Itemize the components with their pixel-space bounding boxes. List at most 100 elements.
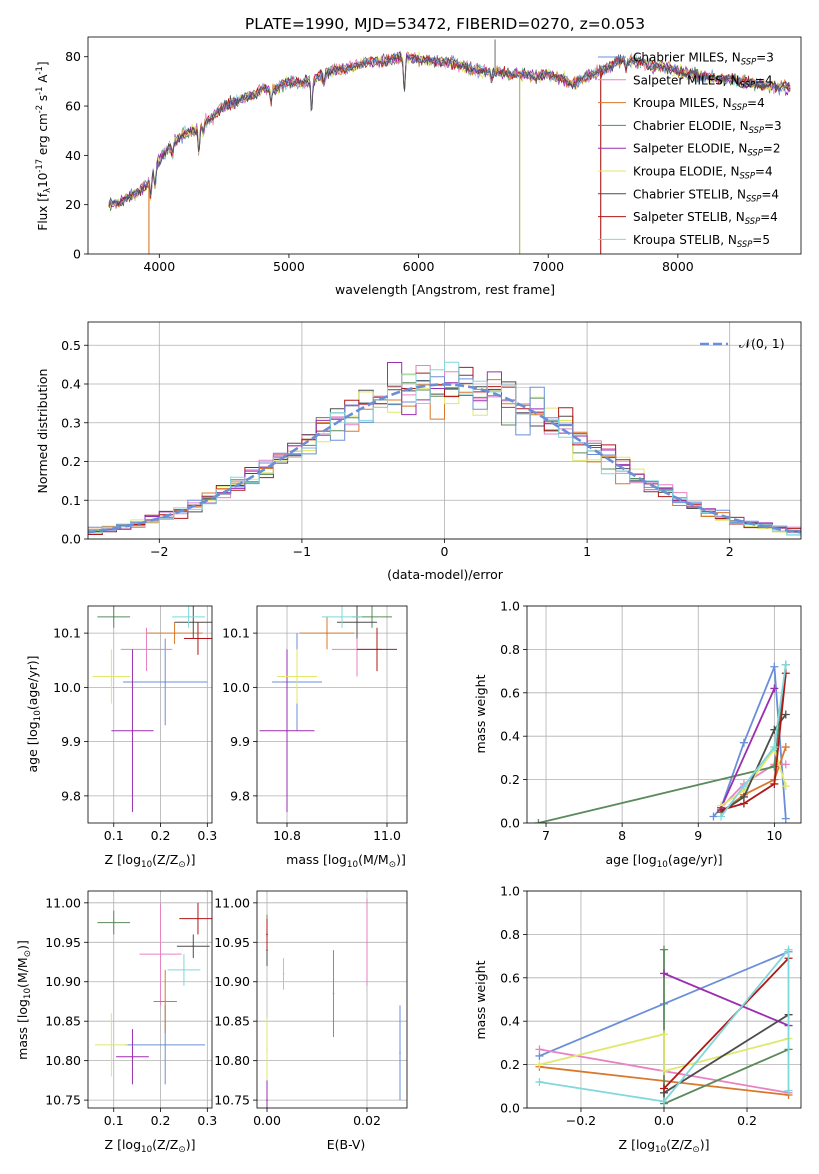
mass-weight-line — [539, 1033, 789, 1073]
y-tick-label: 10.80 — [45, 1053, 81, 1068]
y-tick-label: 1.0 — [500, 884, 520, 899]
data-point — [112, 616, 115, 618]
mass-weight-marker — [535, 1077, 544, 1086]
y-tick-label: 0.0 — [61, 532, 81, 547]
data-point — [192, 945, 195, 948]
mass-weight-marker — [660, 1067, 668, 1076]
mass-weight-marker — [709, 812, 718, 821]
y-tick-label: 0.2 — [61, 454, 81, 469]
mass-weight-marker — [717, 812, 726, 821]
legend-label: Salpeter STELIB, NSSP=4 — [633, 210, 778, 226]
mass-weight-line — [720, 746, 787, 813]
data-point — [286, 729, 288, 732]
y-tick-label: 10.95 — [45, 935, 81, 950]
y-tick-label: 0.4 — [61, 377, 81, 392]
x-tick-label: 0.1 — [104, 1113, 124, 1128]
mass-weight-marker — [770, 662, 779, 671]
data-point — [399, 1051, 401, 1054]
y-axis-label: mass weight — [473, 960, 488, 1039]
y-tick-label: 0.8 — [500, 642, 520, 657]
data-point — [192, 621, 195, 624]
axes-frame — [87, 36, 802, 255]
y-tick-label: 10.80 — [214, 1053, 250, 1068]
x-tick-label: 0.3 — [197, 1113, 217, 1128]
x-tick-label: 0 — [441, 544, 449, 559]
y-axis-label: age [log10(age/yr)] — [25, 655, 43, 772]
data-point — [371, 616, 373, 618]
legend: Chabrier MILES, NSSP=3 Salpeter MILES, NS… — [598, 51, 782, 249]
y-tick-label: 80 — [65, 49, 81, 64]
data-point — [197, 917, 199, 920]
data-point — [164, 1000, 167, 1003]
y-tick-label: 0.2 — [500, 772, 520, 787]
y-tick-label: 11.00 — [45, 895, 81, 910]
y-tick-label: 11.00 — [214, 895, 250, 910]
y-tick-label: 0.6 — [500, 970, 520, 985]
x-tick-label: 0.2 — [151, 828, 171, 843]
x-tick-label: 1 — [583, 544, 591, 559]
x-axis-label: Z [log10(Z/Z⊙)] — [105, 852, 196, 870]
data-point — [376, 648, 378, 651]
data-point — [296, 675, 298, 678]
y-tick-label: 0.5 — [61, 338, 81, 353]
data-point — [183, 969, 185, 971]
mass-weight-line — [720, 688, 776, 809]
mass-weight-marker — [781, 743, 790, 752]
x-tick-label: 0.2 — [737, 1113, 757, 1128]
data-point — [266, 1099, 268, 1101]
data-point — [145, 648, 148, 651]
mass-weight-line — [663, 1013, 789, 1094]
y-tick-label: 0.1 — [61, 493, 81, 508]
y-tick-label: 10.90 — [45, 974, 81, 989]
panel-mass-weight-vs-age: 7 8 9 10 0.0 0.2 0.4 0.6 0.8 1.0 age [log10(age/yr… — [473, 599, 802, 870]
x-tick-label: 0.2 — [151, 1113, 171, 1128]
y-tick-label: 9.8 — [61, 788, 81, 803]
mass-weight-line — [663, 972, 789, 1027]
y-tick-label: 20 — [65, 197, 81, 212]
plot-area — [266, 898, 401, 1108]
x-tick-label: 7000 — [532, 259, 564, 274]
y-tick-label: 9.9 — [61, 734, 81, 749]
normal-curve — [88, 383, 801, 534]
axes-frame — [87, 890, 213, 1109]
mass-weight-marker — [660, 1084, 668, 1093]
panel-mass-vs-ebv: 0.00 0.02 10.75 10.80 10.85 10.90 10.95 11.00 E(… — [214, 890, 408, 1152]
data-point — [366, 941, 368, 944]
x-tick-label: 0.0 — [654, 1113, 674, 1128]
legend-label: Chabrier STELIB, NSSP=4 — [633, 187, 779, 203]
mass-weight-marker — [770, 684, 779, 693]
panel-spectrum: 4000 5000 6000 7000 8000 0 20 40 60 80 wavelength … — [34, 36, 802, 297]
axes-background — [257, 606, 407, 823]
axes-frame — [87, 605, 213, 824]
x-axis-label: E(B-V) — [327, 1137, 366, 1152]
plot-area — [259, 606, 397, 813]
y-tick-label: 10.75 — [45, 1093, 81, 1108]
mass-weight-marker — [535, 1045, 544, 1054]
y-tick-label: 10.0 — [53, 680, 81, 695]
y-tick-label: 9.8 — [230, 788, 250, 803]
data-point — [187, 616, 190, 618]
data-point — [266, 933, 268, 936]
axes-background — [88, 891, 212, 1108]
mass-weight-marker — [660, 1030, 668, 1039]
data-point — [164, 1044, 167, 1046]
mass-weight-line — [663, 957, 790, 1090]
mass-weight-marker — [781, 710, 790, 719]
x-axis-label: mass [log10(M/M⊙)] — [286, 852, 406, 870]
y-tick-label: 9.9 — [230, 734, 250, 749]
y-tick-label: 60 — [65, 99, 81, 114]
y-tick-label: 0.3 — [61, 415, 81, 430]
data-point — [173, 632, 176, 634]
plot-area — [534, 660, 790, 823]
x-tick-label: 0.3 — [197, 828, 217, 843]
mass-weight-line — [720, 664, 787, 818]
x-tick-label: 10 — [766, 828, 782, 843]
data-point — [266, 1048, 268, 1050]
data-point — [110, 1044, 113, 1046]
mass-weight-marker — [660, 969, 668, 978]
axes-frame — [526, 605, 802, 824]
spectrum-line — [108, 50, 791, 207]
y-axis-label: mass weight — [473, 674, 488, 753]
data-point — [131, 729, 134, 732]
